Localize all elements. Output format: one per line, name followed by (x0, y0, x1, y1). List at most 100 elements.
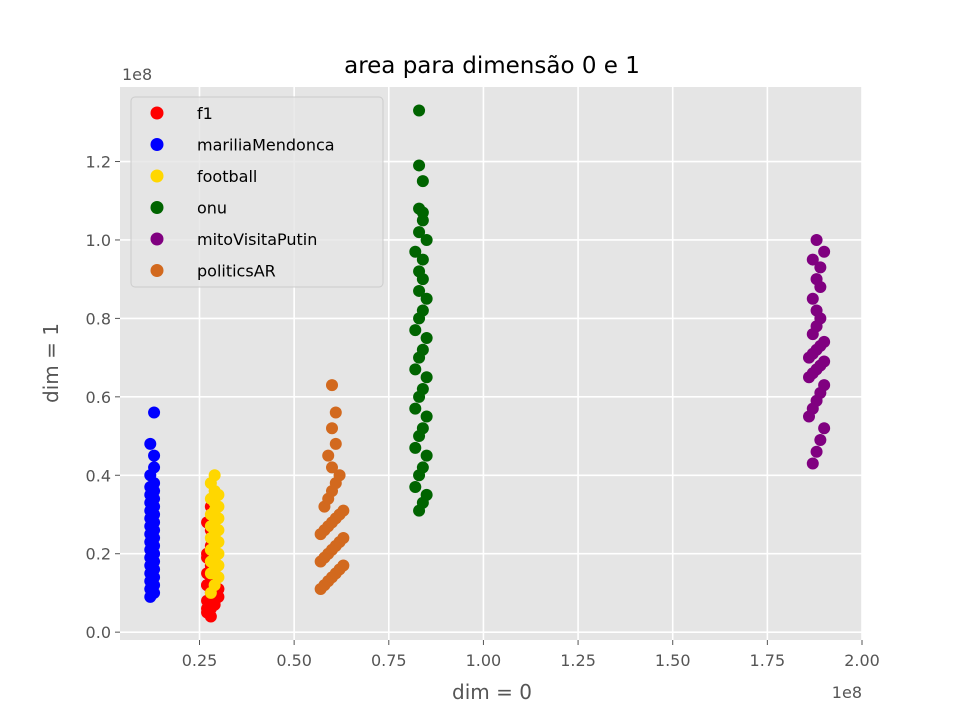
x-axis-offset-label: 1e8 (832, 683, 862, 702)
legend-marker (150, 169, 164, 183)
grid-lines (120, 87, 863, 640)
data-point (416, 343, 429, 356)
x-tick-label: 0.75 (371, 651, 407, 670)
data-point (420, 449, 433, 462)
data-point (413, 226, 426, 239)
data-point (814, 433, 827, 446)
data-point (413, 104, 426, 117)
x-tick-label: 0.25 (182, 651, 218, 670)
data-point (413, 265, 426, 278)
y-tick-label: 0.8 (86, 309, 111, 328)
data-point (329, 406, 342, 419)
legend-marker (150, 232, 164, 246)
data-point (409, 402, 422, 415)
legend-entry-label: mitoVisitaPutin (197, 230, 317, 249)
data-point (333, 469, 346, 482)
data-point (413, 159, 426, 172)
data-point (420, 332, 433, 345)
data-point (409, 245, 422, 258)
legend-marker (150, 264, 164, 277)
data-point (416, 253, 429, 266)
data-point (329, 437, 342, 450)
data-point (326, 422, 338, 435)
x-tick-label: 1.00 (466, 651, 502, 670)
legend-entry-label: mariliaMendonca (197, 136, 335, 155)
y-tick-label: 1.0 (86, 231, 111, 250)
series-politicsAR (314, 379, 350, 596)
data-point (814, 261, 827, 274)
chart-title: area para dimensão 0 e 1 (344, 53, 640, 79)
data-point (326, 461, 338, 474)
data-point (420, 371, 433, 384)
data-point (818, 355, 831, 368)
series-onu (409, 104, 433, 517)
data-point (208, 469, 221, 482)
legend-box (130, 96, 384, 288)
y-tick-label: 0.2 (86, 545, 111, 564)
data-point (148, 406, 161, 419)
data-point (201, 602, 214, 615)
data-point (337, 532, 350, 545)
legend: f1 mariliaMendonca football onu mitoVisitaPu… (130, 96, 384, 288)
data-point (806, 292, 819, 305)
data-point (420, 488, 433, 501)
series-mariliaMendonca (144, 406, 161, 603)
data-point (818, 379, 831, 392)
data-point (420, 233, 433, 246)
data-point (810, 233, 823, 246)
data-point (409, 441, 422, 454)
data-point (416, 461, 429, 474)
x-tick-label: 1.25 (560, 651, 596, 670)
data-point (326, 379, 338, 392)
data-point (416, 304, 429, 317)
data-point (806, 253, 819, 266)
data-point (337, 504, 350, 517)
series-football (204, 469, 225, 599)
legend-entry-label: f1 (197, 104, 213, 123)
data-point (144, 437, 157, 450)
data-point (148, 449, 161, 462)
legend-entry-label: football (197, 167, 257, 186)
series-mitoVisitaPutin (803, 233, 831, 470)
data-point (413, 284, 426, 297)
data-point (420, 292, 433, 305)
data-point (818, 335, 831, 348)
x-tick-label: 2.00 (844, 651, 880, 670)
data-point (810, 304, 823, 317)
y-axis-ticks: 0.0 0.2 0.4 0.6 0.8 1.0 1.2 (86, 153, 120, 642)
data-point (337, 559, 350, 572)
y-tick-label: 0.6 (86, 388, 111, 407)
data-point (416, 422, 429, 435)
y-tick-label: 0.4 (86, 466, 111, 485)
data-point (148, 461, 161, 474)
x-axis-label: dim = 0 (452, 680, 532, 704)
y-tick-label: 1.2 (86, 153, 111, 172)
data-point (818, 422, 831, 435)
data-point (810, 445, 823, 458)
legend-marker (150, 138, 164, 151)
legend-marker (150, 201, 164, 214)
x-tick-label: 1.75 (750, 651, 786, 670)
data-point (416, 175, 429, 188)
data-point (409, 324, 422, 337)
data-point (416, 382, 429, 395)
data-point (322, 449, 335, 462)
data-point (416, 206, 429, 219)
data-point (420, 410, 433, 423)
data-point (409, 481, 422, 494)
data-points (144, 104, 831, 623)
data-point (806, 457, 819, 470)
data-point (409, 363, 422, 376)
legend-entry-label: politicsAR (197, 262, 276, 281)
y-axis-offset-label: 1e8 (122, 65, 152, 84)
legend-entry-label: onu (197, 199, 227, 218)
x-axis-ticks: 0.25 0.50 0.75 1.00 1.25 1.50 1.75 2.00 (182, 640, 880, 670)
x-tick-label: 1.50 (655, 651, 691, 670)
data-point (810, 273, 823, 286)
y-tick-label: 0.0 (86, 623, 111, 642)
y-axis-label: dim = 1 (39, 323, 63, 403)
legend-marker (150, 106, 164, 120)
x-tick-label: 0.50 (276, 651, 312, 670)
data-point (818, 245, 831, 258)
